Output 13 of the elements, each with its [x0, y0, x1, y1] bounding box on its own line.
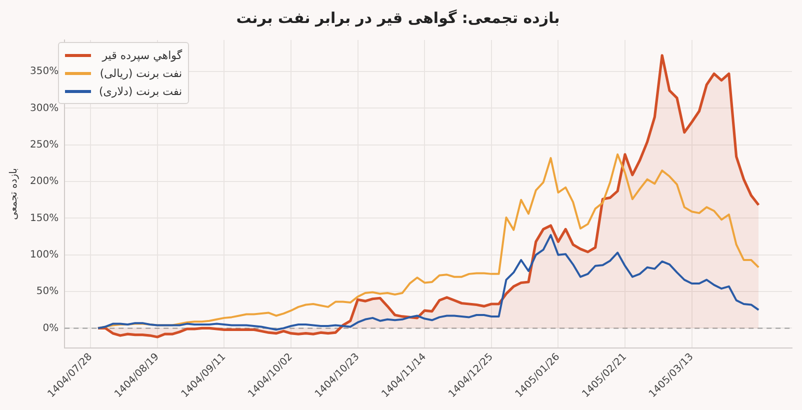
y-axis-title: بازده تجمعی — [8, 168, 20, 220]
y-tick-label: 50% — [36, 286, 59, 298]
y-tick-label: 150% — [30, 212, 59, 224]
y-tick-label: 0% — [42, 322, 59, 334]
y-tick-label: 250% — [30, 139, 59, 150]
legend-label: نفت برنت (ريالی) — [99, 66, 182, 80]
y-tick-label: 350% — [30, 66, 59, 78]
legend-label: نفت برنت (دلاری) — [99, 84, 182, 98]
y-tick-label: 200% — [30, 176, 59, 188]
chart-title: بازده تجمعی: گواهی قیر در برابر نفت برنت — [236, 8, 560, 27]
y-tick-label: 300% — [30, 102, 59, 114]
legend-label: گواهي سپرده قير — [100, 48, 182, 62]
y-tick-label: 100% — [30, 249, 59, 260]
